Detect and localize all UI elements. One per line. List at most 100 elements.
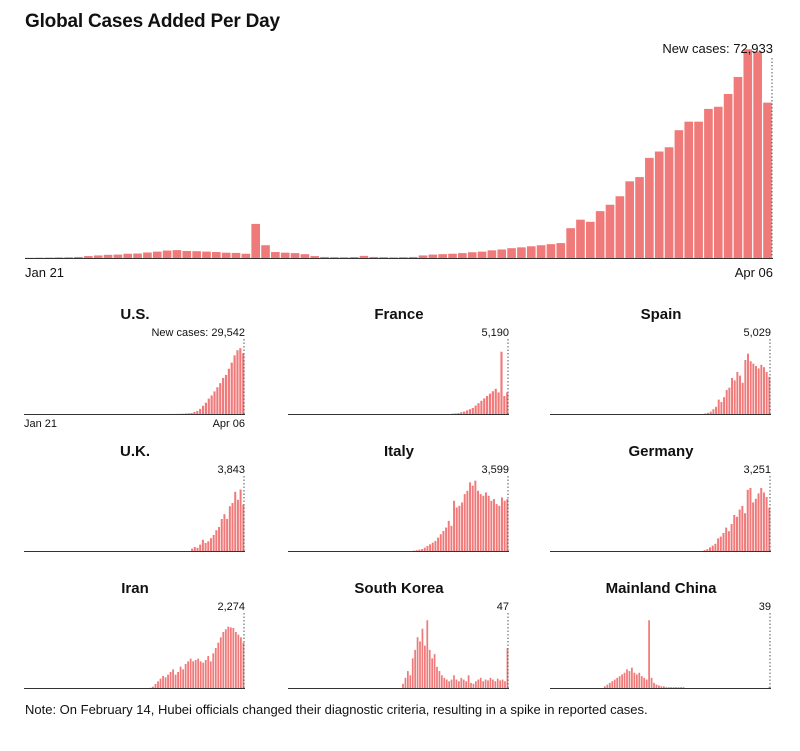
bar (488, 393, 492, 414)
panel-south-korea: South Korea 47 (288, 580, 510, 706)
bar (207, 656, 210, 688)
chart-spain: 5,029 (550, 327, 771, 415)
bar (197, 658, 200, 688)
bar (694, 121, 703, 259)
bar (474, 405, 477, 414)
chart-italy: 3,599 (288, 464, 509, 552)
bar (423, 547, 426, 551)
bar (411, 658, 414, 688)
bar (733, 380, 736, 414)
bar (201, 539, 204, 551)
bar (339, 257, 349, 258)
bar (457, 413, 460, 414)
bar (749, 488, 752, 551)
bar (487, 495, 490, 551)
bar (123, 253, 133, 258)
panel-title: Italy (383, 443, 414, 460)
bar (349, 257, 359, 258)
bar (741, 506, 744, 551)
bar (474, 480, 477, 551)
bar (670, 687, 673, 688)
bar (684, 121, 694, 259)
bar (468, 409, 471, 414)
bar (448, 681, 451, 688)
panel-uk: U.K. 3,843 (24, 443, 246, 569)
bar (389, 257, 398, 258)
bar (221, 252, 231, 259)
bar (189, 658, 192, 688)
bar (717, 399, 720, 414)
bar (489, 677, 492, 688)
bar (231, 252, 241, 258)
panel-title: U.S. (120, 306, 150, 323)
bar (618, 676, 621, 688)
bar (416, 637, 419, 688)
bar (664, 147, 674, 258)
bar (503, 500, 506, 551)
chart-mainland-china: 39 (550, 601, 771, 689)
bar (499, 680, 502, 688)
bar (237, 634, 240, 688)
chart-iran: 2,274 (24, 601, 245, 689)
bar (477, 403, 480, 414)
bar (747, 353, 749, 414)
bar (226, 519, 229, 551)
chart-uk: 3,843 (24, 464, 245, 552)
bar (462, 679, 465, 688)
bar (640, 676, 643, 688)
bar (749, 361, 752, 414)
bar (157, 681, 159, 688)
bar (494, 681, 497, 688)
bar (733, 515, 736, 551)
bar (605, 204, 615, 258)
bar (621, 674, 623, 688)
bar (143, 252, 152, 258)
bar (460, 412, 463, 414)
bar (608, 682, 611, 688)
bar (201, 405, 205, 414)
bar (763, 367, 765, 414)
panel-title: Mainland China (605, 580, 717, 597)
bar (209, 661, 212, 688)
bar (213, 391, 216, 414)
bar (426, 620, 429, 688)
bar (187, 661, 190, 688)
bar (330, 257, 339, 258)
bar (359, 255, 369, 258)
bar (220, 519, 223, 551)
bar (439, 534, 442, 551)
bar (472, 683, 475, 688)
bar (172, 250, 182, 258)
bar (223, 514, 226, 551)
bar (491, 391, 494, 414)
bar (665, 687, 668, 688)
bar (682, 687, 685, 688)
bar (482, 495, 485, 551)
bar (233, 355, 236, 414)
bar (713, 106, 723, 259)
bar (727, 531, 730, 551)
bar (300, 254, 310, 258)
bar (471, 408, 474, 414)
bar (217, 642, 220, 688)
bar (506, 392, 509, 414)
bar (236, 499, 239, 551)
bar (746, 489, 749, 551)
bar (463, 411, 466, 414)
bar (483, 398, 486, 414)
bar (722, 533, 725, 551)
panel-france: France 5,190 (288, 306, 510, 432)
bar (467, 252, 477, 258)
panel-mainland-china: Mainland China 39 (550, 580, 772, 706)
bar (204, 660, 207, 688)
bar (735, 516, 738, 551)
bar (667, 687, 670, 688)
x-tick-label: Jan 21 (25, 265, 64, 280)
bar (231, 503, 234, 551)
bar (487, 250, 497, 258)
bar (460, 677, 463, 688)
bar (207, 398, 210, 414)
bar (152, 251, 162, 258)
bar (196, 547, 199, 551)
bar (154, 684, 157, 688)
